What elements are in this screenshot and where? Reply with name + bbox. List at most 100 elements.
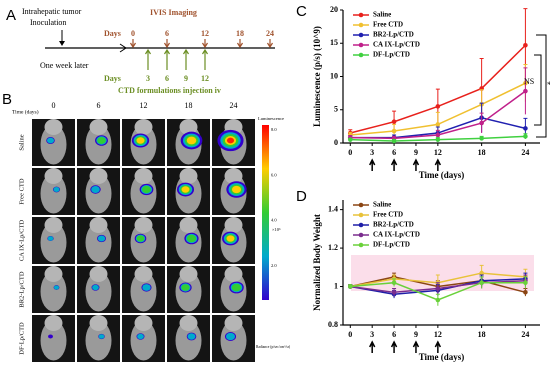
legend-label: CA IX-Lp/CTD xyxy=(373,231,420,239)
mouse-body xyxy=(44,217,63,233)
mouse-body xyxy=(134,119,153,135)
group-label: Free CTD xyxy=(18,178,25,204)
time-value: 6 xyxy=(97,101,101,110)
injection-arrow xyxy=(201,48,209,70)
signal xyxy=(92,284,99,291)
mouse-body xyxy=(224,315,243,331)
y-tick-label: 10 xyxy=(330,71,338,80)
colorbar xyxy=(262,125,269,300)
mouse-body xyxy=(134,168,153,184)
colorbar-tick: 2.0 xyxy=(271,263,277,268)
marker xyxy=(391,290,397,295)
y-tick-label: 20 xyxy=(330,5,338,14)
marker xyxy=(347,284,353,289)
inoculation-text: Inoculation xyxy=(30,18,66,27)
legend-label: Saline xyxy=(373,201,391,209)
imaging-arrow xyxy=(201,39,209,49)
imaging-day: 18 xyxy=(236,29,244,38)
marker xyxy=(391,138,397,144)
signal xyxy=(186,234,197,243)
mouse-body xyxy=(130,320,157,361)
mouse-body xyxy=(179,315,198,331)
marker xyxy=(523,126,528,131)
signal xyxy=(137,333,144,340)
x-tick-label: 0 xyxy=(348,330,352,339)
arrow xyxy=(434,340,442,353)
days-label: Days xyxy=(104,74,121,83)
marker xyxy=(435,297,441,303)
annotation: * xyxy=(547,80,550,90)
mouse-body xyxy=(134,315,153,331)
signal xyxy=(142,284,151,291)
mouse-body xyxy=(85,222,112,263)
imaging-arrow xyxy=(129,39,137,49)
signal xyxy=(226,235,235,242)
group-label: DF-Lp/CTD xyxy=(18,322,25,355)
colorbar-title: Luminescence xyxy=(258,116,284,121)
arrow xyxy=(412,158,420,171)
y-tick-label: 1.4 xyxy=(328,204,338,213)
mouse-body xyxy=(89,315,108,331)
mouse-body xyxy=(44,119,63,135)
inoculation-text: Intrahepatic tumor xyxy=(22,7,82,16)
interval-text: One week later xyxy=(40,61,89,70)
group-label: CA IX-Lp/CTD xyxy=(18,220,25,262)
legend-marker xyxy=(358,22,364,28)
marker xyxy=(523,134,528,139)
mouse-body xyxy=(85,173,112,214)
group-label: Saline xyxy=(18,134,25,150)
days-label: Days xyxy=(104,29,121,38)
x-tick-label: 24 xyxy=(521,148,529,157)
mouse-body xyxy=(179,119,198,135)
signal xyxy=(181,186,190,193)
imaging-arrow xyxy=(236,39,244,49)
legend-marker xyxy=(358,52,364,58)
marker xyxy=(347,137,353,142)
legend-marker xyxy=(358,42,364,48)
legend-label: Free CTD xyxy=(373,21,403,29)
y-tick-label: 1 xyxy=(334,281,338,290)
imaging-title: IVIS Imaging xyxy=(150,8,197,17)
mouse-body xyxy=(89,217,108,233)
legend-marker xyxy=(358,242,364,248)
signal xyxy=(186,136,197,145)
time-label: Time (days) xyxy=(12,108,39,115)
marker xyxy=(479,280,484,285)
colorbar-scale: ×10⁶ xyxy=(272,227,281,232)
legend-marker xyxy=(358,202,364,208)
legend-marker xyxy=(358,232,364,238)
bracket xyxy=(534,54,542,126)
x-tick-label: 9 xyxy=(414,330,418,339)
signal xyxy=(142,185,151,194)
bracket xyxy=(536,34,547,138)
marker xyxy=(479,120,484,126)
imaging-day: 12 xyxy=(201,29,209,38)
timeline-break xyxy=(119,43,127,53)
y-tick-label: 1.2 xyxy=(328,243,338,252)
mouse-body xyxy=(220,320,247,361)
legend-marker xyxy=(358,222,364,228)
signal xyxy=(91,186,100,193)
signal xyxy=(98,334,105,339)
time-value: 12 xyxy=(140,101,148,110)
arrow xyxy=(434,158,442,171)
legend-marker xyxy=(358,212,364,218)
arrow-head xyxy=(59,41,65,46)
annotation: NS xyxy=(524,77,534,86)
panel-label: B xyxy=(2,91,12,108)
legend-label: BR2-Lp/CTD xyxy=(373,31,414,39)
injection-title: CTD formulations injection iv xyxy=(118,86,221,95)
colorbar-tick: 6.0 xyxy=(271,172,277,177)
x-tick-label: 6 xyxy=(392,148,396,157)
mouse-body xyxy=(179,168,198,184)
mouse-body xyxy=(89,266,108,282)
mouse-body xyxy=(40,271,67,312)
panel-label: A xyxy=(6,7,16,24)
signal xyxy=(231,185,242,194)
signal xyxy=(136,137,145,144)
arrow xyxy=(369,340,376,353)
marker xyxy=(435,104,441,109)
x-axis-label: Time (days) xyxy=(419,352,465,362)
mouse-body xyxy=(44,168,63,184)
injection-arrow xyxy=(163,48,171,70)
